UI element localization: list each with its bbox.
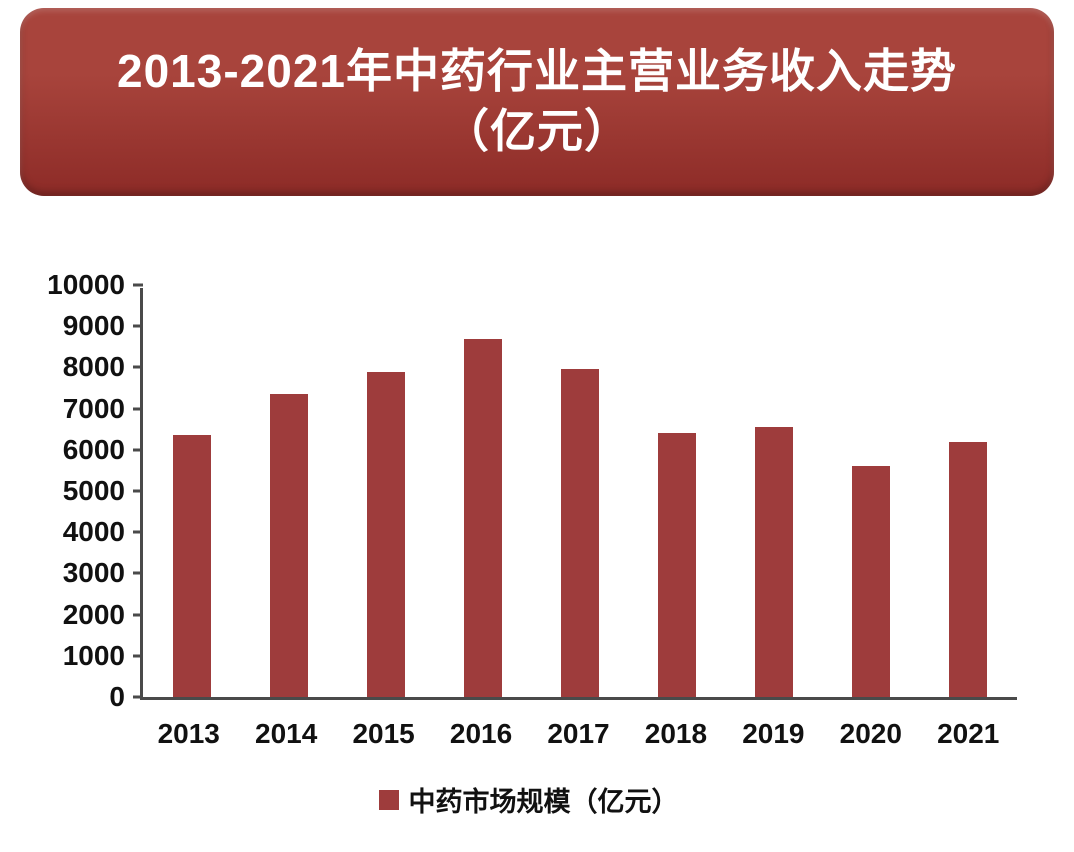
x-axis-label-2019: 2019 [742,718,805,749]
y-tick-mark [133,530,143,534]
y-tick-mark [133,407,143,411]
y-tick-label: 0 [109,681,125,712]
bar-2015 [366,371,405,697]
y-tick-label: 1000 [62,639,125,671]
x-axis-label-2020: 2020 [839,718,902,749]
bar-slot [434,288,531,697]
bar-slot [823,288,920,697]
chart-title-line1: 2013-2021年中药行业主营业务收入走势 [117,45,957,98]
x-axis-label-2017: 2017 [547,718,610,749]
bar-2019 [755,427,794,697]
y-tick-label: 7000 [62,392,125,424]
bar-slot [240,288,337,697]
legend: 中药市场规模（亿元） [40,780,1017,819]
y-tick-label: 6000 [62,433,125,465]
bar-2017 [560,369,599,697]
bar-slot [629,288,726,697]
bar-2020 [852,466,891,697]
bar-slot [531,288,628,697]
bar-2021 [949,441,988,697]
y-tick-mark [133,571,143,575]
legend-swatch [378,789,399,810]
bar-slot [920,288,1017,697]
x-axis-label-2018: 2018 [644,718,708,749]
y-tick-mark [133,365,143,369]
y-tick-mark [133,654,143,658]
y-tick-mark [133,695,143,699]
chart-title: 2013-2021年中药行业主营业务收入走势 （亿元） [117,42,957,162]
x-axis-label-2015: 2015 [352,718,415,749]
y-tick-label: 8000 [62,351,125,383]
y-tick-mark [133,448,143,452]
bar-2018 [658,433,697,697]
x-axis-label-2013: 2013 [157,718,220,749]
x-axis-labels: 2013 2014 2015 2016 2017 2018 2019 2020 2021 [140,700,1017,750]
y-tick-mark [133,613,143,617]
bar-slot [726,288,823,697]
bar-slot [143,288,240,697]
title-banner: 2013-2021年中药行业主营业务收入走势 （亿元） [20,8,1054,196]
page: 2013-2021年中药行业主营业务收入走势 （亿元） 0 1000 2000 300… [0,8,1074,819]
plot-area: 0 1000 2000 3000 4000 5000 6000 7000 8000 9000 100… [47,269,1017,712]
bar-chart: 0 1000 2000 3000 4000 5000 6000 7000 8000 9000 100… [40,269,1017,819]
y-tick-label: 2000 [62,598,125,630]
y-tick-label: 9000 [62,310,125,342]
y-tick-mark [133,324,143,328]
x-axis-label-2021: 2021 [937,718,1000,749]
bar-slot [337,288,434,697]
y-tick-mark [133,283,143,287]
x-axis-label-2014: 2014 [255,718,318,749]
bar-2016 [463,338,502,697]
bar-2014 [269,394,308,697]
y-tick-label: 4000 [62,516,125,548]
y-tick-label: 10000 [47,269,125,300]
legend-label: 中药市场规模（亿元） [408,787,679,817]
y-tick-label: 3000 [62,557,125,589]
y-tick-label: 5000 [62,475,125,506]
chart-title-line2: （亿元） [442,105,631,157]
y-tick-mark [133,489,143,493]
bar-2013 [172,435,211,697]
x-axis-label-2016: 2016 [449,718,513,749]
